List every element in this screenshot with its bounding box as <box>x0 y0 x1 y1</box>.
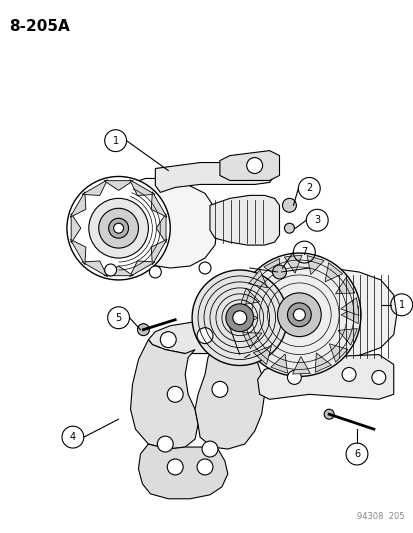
Text: 3: 3 <box>313 215 320 225</box>
Circle shape <box>237 253 360 376</box>
Polygon shape <box>82 261 107 277</box>
Circle shape <box>192 270 287 366</box>
Circle shape <box>167 459 183 475</box>
Circle shape <box>108 218 128 238</box>
Polygon shape <box>270 354 287 373</box>
Polygon shape <box>337 328 356 345</box>
Polygon shape <box>209 196 279 245</box>
Circle shape <box>197 459 212 475</box>
Polygon shape <box>263 259 279 278</box>
Circle shape <box>160 332 176 348</box>
Polygon shape <box>82 180 107 196</box>
Text: 7: 7 <box>301 247 307 257</box>
Polygon shape <box>340 306 357 324</box>
Circle shape <box>323 409 333 419</box>
Polygon shape <box>155 163 274 192</box>
Polygon shape <box>104 266 133 276</box>
Circle shape <box>199 262 211 274</box>
Polygon shape <box>237 268 396 360</box>
Circle shape <box>282 198 296 212</box>
Circle shape <box>197 328 212 344</box>
Circle shape <box>287 370 301 384</box>
Text: 4: 4 <box>70 432 76 442</box>
Polygon shape <box>284 255 301 273</box>
Text: 6: 6 <box>353 449 359 459</box>
Text: 1: 1 <box>112 136 119 146</box>
Circle shape <box>293 309 305 321</box>
Circle shape <box>88 198 148 258</box>
Polygon shape <box>129 180 154 196</box>
Text: 94308  205: 94308 205 <box>356 512 404 521</box>
Circle shape <box>246 158 262 173</box>
Circle shape <box>113 223 123 233</box>
Circle shape <box>284 223 294 233</box>
Circle shape <box>167 386 183 402</box>
Polygon shape <box>240 310 257 328</box>
Polygon shape <box>151 239 166 265</box>
Circle shape <box>211 382 227 397</box>
Polygon shape <box>324 263 342 282</box>
Polygon shape <box>292 357 310 374</box>
Text: 1: 1 <box>398 300 404 310</box>
Circle shape <box>98 208 138 248</box>
Polygon shape <box>335 278 354 294</box>
Circle shape <box>371 370 385 384</box>
Circle shape <box>232 311 246 325</box>
Circle shape <box>137 324 149 336</box>
Circle shape <box>67 176 170 280</box>
Polygon shape <box>248 270 267 288</box>
Polygon shape <box>219 151 279 181</box>
Circle shape <box>341 367 355 382</box>
Polygon shape <box>242 333 261 349</box>
Circle shape <box>104 264 116 276</box>
Polygon shape <box>314 353 331 372</box>
Polygon shape <box>253 346 271 365</box>
Polygon shape <box>151 192 166 217</box>
Polygon shape <box>257 354 393 399</box>
Circle shape <box>149 266 161 278</box>
Polygon shape <box>71 214 81 243</box>
Polygon shape <box>195 340 264 449</box>
Circle shape <box>202 441 217 457</box>
Circle shape <box>277 293 320 337</box>
Polygon shape <box>156 214 166 243</box>
Polygon shape <box>240 288 259 305</box>
Polygon shape <box>129 261 154 277</box>
Polygon shape <box>104 181 133 190</box>
Circle shape <box>225 304 253 332</box>
Polygon shape <box>95 179 217 268</box>
Polygon shape <box>148 322 244 353</box>
Polygon shape <box>138 444 227 499</box>
Polygon shape <box>340 298 358 316</box>
Polygon shape <box>130 340 197 449</box>
Polygon shape <box>70 192 86 217</box>
Circle shape <box>287 303 311 327</box>
Circle shape <box>157 436 173 452</box>
Circle shape <box>272 265 286 279</box>
Text: 2: 2 <box>306 183 312 193</box>
Text: 5: 5 <box>115 313 121 323</box>
Polygon shape <box>306 255 323 274</box>
Polygon shape <box>329 344 347 362</box>
Polygon shape <box>70 239 86 265</box>
Text: 8-205A: 8-205A <box>9 19 70 34</box>
